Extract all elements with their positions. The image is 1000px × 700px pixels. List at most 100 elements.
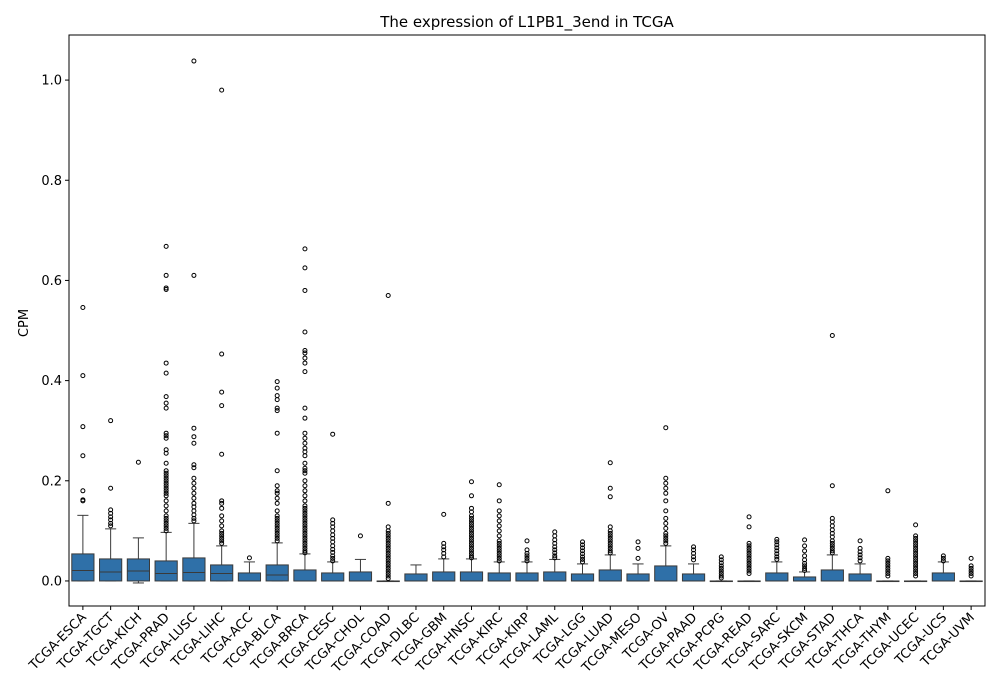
outlier-point xyxy=(580,551,586,557)
outlier-point xyxy=(496,538,502,544)
outlier-point xyxy=(857,549,863,555)
box-group xyxy=(626,539,650,582)
box-group xyxy=(432,511,456,582)
box-iqr xyxy=(931,572,955,582)
box-group xyxy=(376,292,400,583)
outlier-point xyxy=(274,393,280,399)
box-group xyxy=(99,418,123,582)
outlier-point xyxy=(302,355,308,361)
outlier-point xyxy=(163,518,169,524)
outlier-point xyxy=(274,490,280,496)
outlier-point xyxy=(913,570,919,576)
outlier-point xyxy=(163,485,169,491)
outlier-point xyxy=(552,529,558,535)
outlier-point xyxy=(663,475,669,481)
outlier-point xyxy=(802,543,808,549)
outlier-point xyxy=(746,555,752,561)
outlier-point xyxy=(163,468,169,474)
outlier-point xyxy=(80,424,86,430)
outlier-point xyxy=(80,373,86,379)
outlier-point xyxy=(163,394,169,400)
outlier-point xyxy=(496,498,502,504)
outlier-point xyxy=(191,480,197,486)
outlier-point xyxy=(163,475,169,481)
box-iqr xyxy=(404,573,428,582)
outlier-point xyxy=(746,553,752,559)
box-group xyxy=(959,555,983,583)
x-axis: TCGA-ESCATCGA-TGCTTCGA-KICHTCGA-PRADTCGA… xyxy=(26,606,978,676)
outlier-point xyxy=(968,555,974,561)
box-iqr xyxy=(765,572,789,582)
outlier-point xyxy=(607,460,613,466)
outlier-point xyxy=(163,460,169,466)
outlier-point xyxy=(829,548,835,554)
outlier-point xyxy=(691,557,697,563)
outlier-point xyxy=(913,560,919,566)
outlier-point xyxy=(468,548,474,554)
outlier-point xyxy=(163,520,169,526)
outlier-point xyxy=(330,546,336,552)
box-group xyxy=(876,488,900,583)
outlier-point xyxy=(163,433,169,439)
outlier-point xyxy=(635,555,641,561)
outlier-point xyxy=(802,553,808,559)
box-group xyxy=(681,544,706,582)
outlier-point xyxy=(468,528,474,534)
outlier-point xyxy=(274,535,280,541)
outlier-point xyxy=(552,547,558,553)
outlier-point xyxy=(663,485,669,491)
outlier-point xyxy=(857,552,863,558)
box-iqr xyxy=(515,572,539,582)
outlier-point xyxy=(913,538,919,544)
outlier-point xyxy=(468,513,474,519)
outlier-point xyxy=(885,560,891,566)
outlier-point xyxy=(191,518,197,524)
outlier-point xyxy=(746,563,752,569)
outlier-point xyxy=(607,494,613,500)
outlier-point xyxy=(913,568,919,574)
outlier-point xyxy=(302,435,308,441)
outlier-point xyxy=(857,558,863,564)
outlier-point xyxy=(746,570,752,576)
outlier-point xyxy=(219,505,225,511)
outlier-point xyxy=(496,543,502,549)
box-iqr xyxy=(792,576,817,582)
outlier-point xyxy=(163,470,169,476)
outlier-point xyxy=(135,459,141,465)
outlier-point xyxy=(468,523,474,529)
outlier-point xyxy=(302,528,308,534)
outlier-point xyxy=(302,525,308,531)
outlier-point xyxy=(552,544,558,550)
y-tick-label: 0.0 xyxy=(41,574,62,589)
outlier-point xyxy=(163,243,169,249)
outlier-point xyxy=(607,528,613,534)
outlier-point xyxy=(357,533,363,539)
outlier-point xyxy=(663,498,669,504)
outlier-point xyxy=(163,498,169,504)
outlier-point xyxy=(219,513,225,519)
outlier-point xyxy=(385,538,391,544)
outlier-point xyxy=(580,554,586,560)
y-tick-label: 1.0 xyxy=(41,74,62,89)
outlier-point xyxy=(829,333,835,339)
outlier-point xyxy=(274,520,280,526)
outlier-point xyxy=(274,430,280,436)
outlier-point xyxy=(496,513,502,519)
outlier-point xyxy=(774,556,780,562)
outlier-point xyxy=(163,473,169,479)
outlier-point xyxy=(663,520,669,526)
outlier-point xyxy=(857,555,863,561)
outlier-point xyxy=(385,535,391,541)
outlier-point xyxy=(580,548,586,554)
outlier-point xyxy=(496,540,502,546)
outlier-point xyxy=(163,513,169,519)
outlier-point xyxy=(663,490,669,496)
box-iqr xyxy=(543,571,567,582)
outlier-point xyxy=(385,560,391,566)
outlier-point xyxy=(635,545,641,551)
outlier-point xyxy=(385,543,391,549)
outlier-point xyxy=(385,500,391,506)
outlier-point xyxy=(191,425,197,431)
outlier-point xyxy=(496,545,502,551)
y-axis: 0.0 0.2 0.4 0.6 0.8 1.0 xyxy=(41,74,69,589)
